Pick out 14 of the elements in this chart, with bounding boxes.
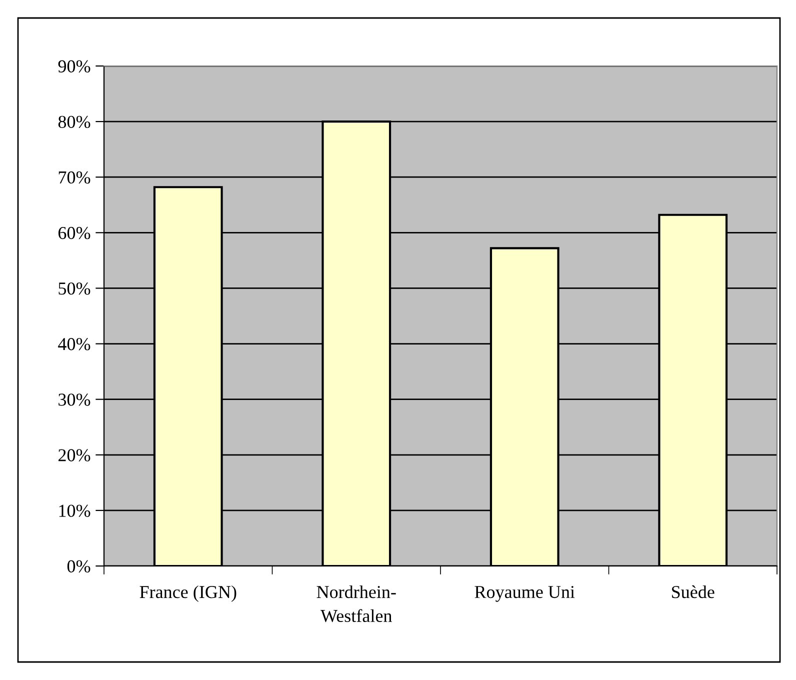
x-tick-label: Royaume Uni <box>474 586 575 602</box>
y-tick-label: 60% <box>58 226 90 240</box>
y-tick-label: 20% <box>58 449 90 462</box>
x-tick-label: Suède <box>672 585 714 598</box>
y-tick-label: 0% <box>67 560 90 572</box>
y-tick-label: 70% <box>58 171 90 184</box>
y-tick-label: 40% <box>58 338 90 350</box>
y-tick-label: 80% <box>58 116 90 128</box>
x-tick-label: France (IGN) <box>140 585 236 602</box>
y-tick-label: 50% <box>58 282 90 295</box>
x-tick-label: Nordrhein- Westfalen <box>316 585 396 622</box>
y-tick-label: 30% <box>58 394 90 406</box>
y-tick-label: 10% <box>59 504 90 517</box>
y-tick-label: 90% <box>58 60 90 72</box>
